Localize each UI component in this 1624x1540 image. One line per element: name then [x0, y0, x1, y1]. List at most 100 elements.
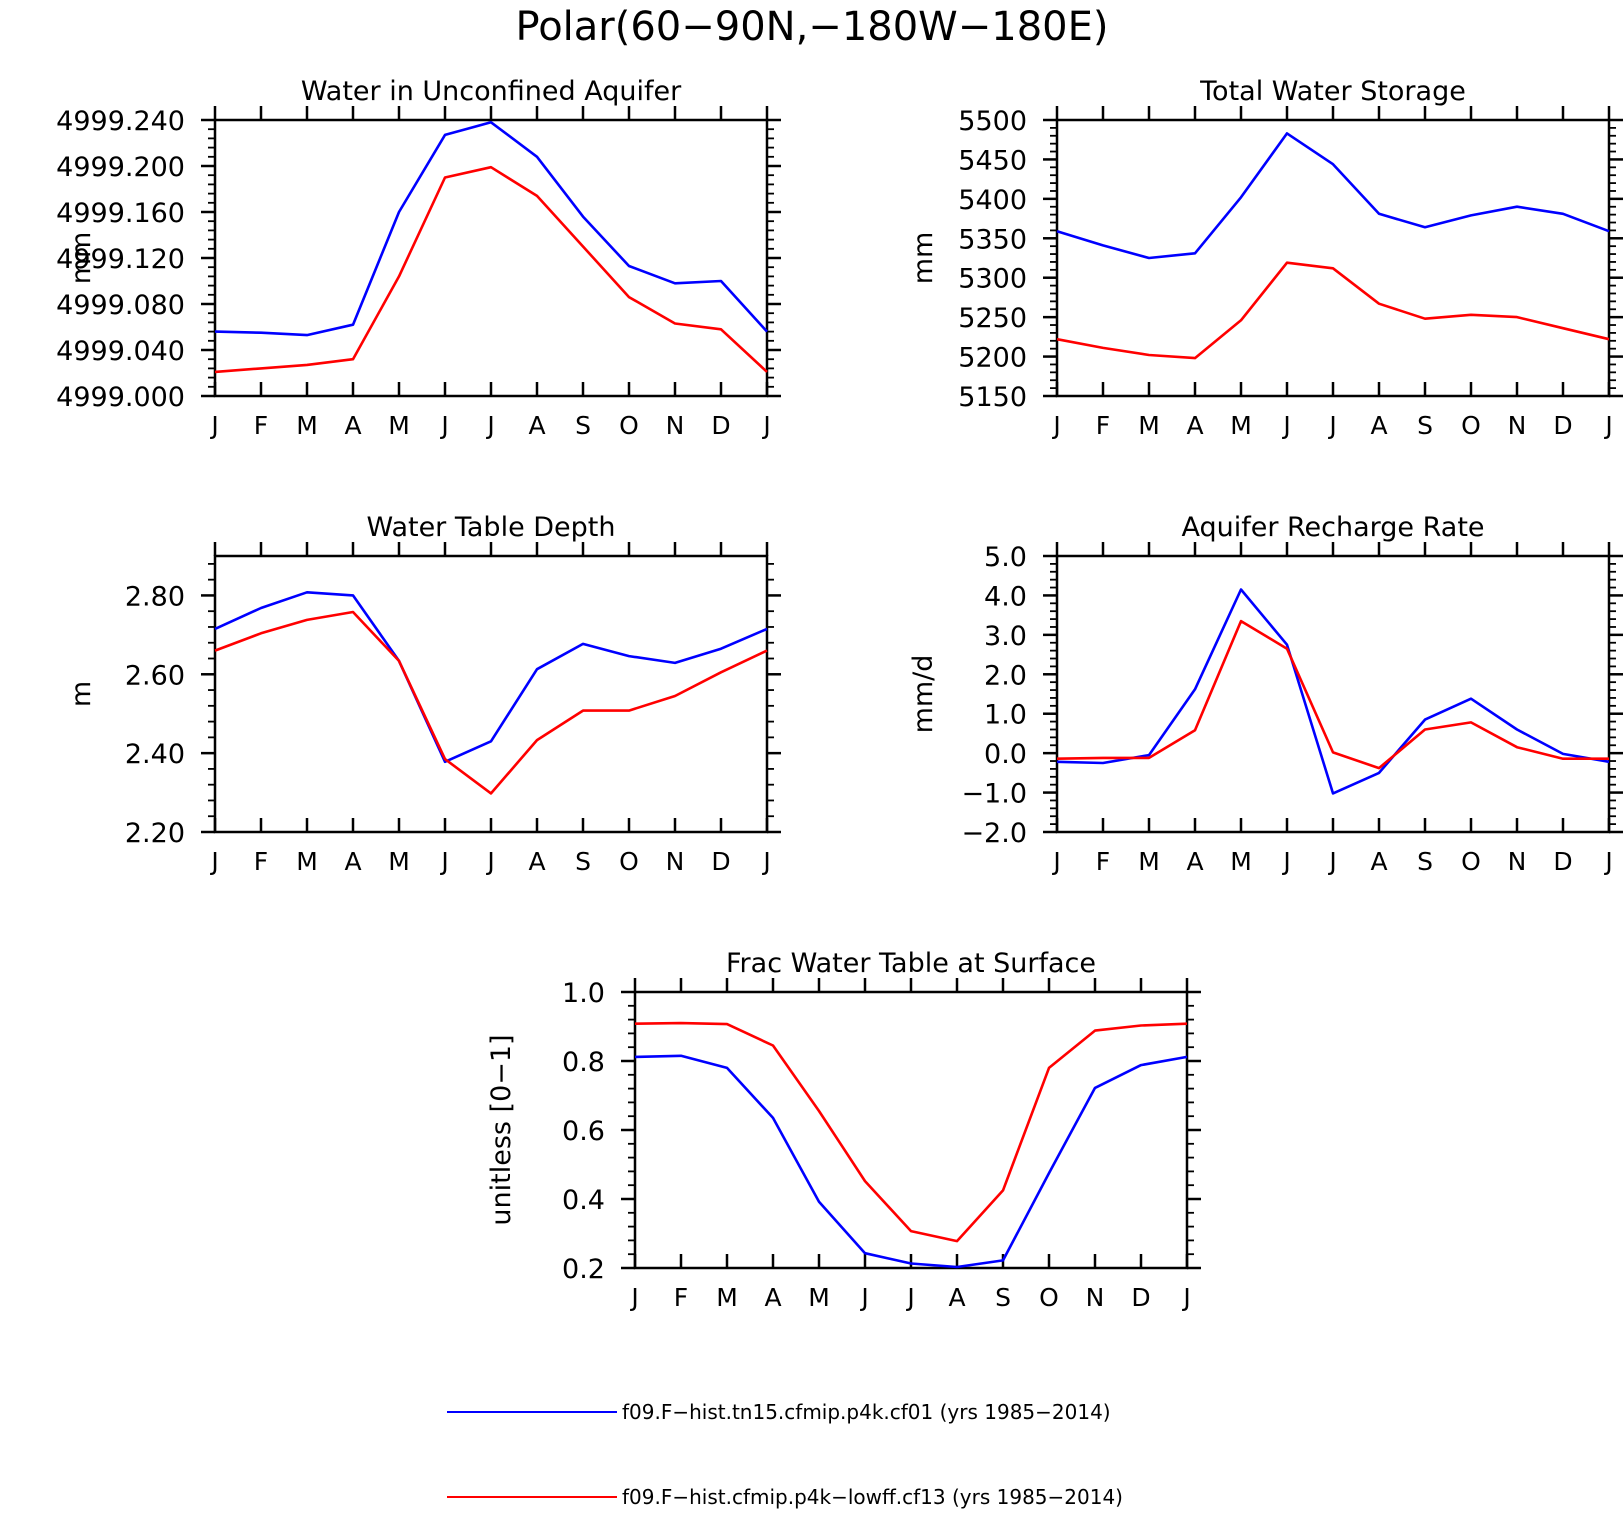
y-axis-label: unitless [0−1]	[486, 1034, 517, 1225]
x-tick-label: J	[1281, 847, 1290, 876]
x-tick-label: J	[1603, 847, 1612, 876]
y-tick-label: 5250	[958, 303, 1027, 334]
x-tick-label: M	[388, 847, 410, 876]
y-axis-label: mm/d	[908, 655, 939, 734]
x-tick-label: F	[1096, 411, 1110, 440]
y-tick-label: 4999.240	[56, 106, 185, 137]
x-tick-label: J	[1051, 411, 1060, 440]
y-tick-label: 2.80	[125, 581, 185, 612]
x-tick-label: A	[948, 1283, 965, 1312]
x-tick-label: J	[761, 847, 770, 876]
x-tick-label: S	[575, 847, 591, 876]
x-tick-label: J	[1603, 411, 1612, 440]
x-tick-label: A	[1370, 411, 1387, 440]
y-tick-label: 4.0	[984, 581, 1027, 612]
x-tick-label: N	[1508, 411, 1527, 440]
x-tick-label: D	[1553, 411, 1572, 440]
x-tick-label: M	[296, 847, 318, 876]
y-tick-label: 2.0	[984, 660, 1027, 691]
x-tick-label: N	[666, 847, 685, 876]
x-tick-label: M	[388, 411, 410, 440]
x-tick-label: D	[711, 411, 730, 440]
x-tick-label: A	[344, 847, 361, 876]
y-tick-label: 0.6	[562, 1116, 605, 1147]
x-tick-label: A	[344, 411, 361, 440]
y-tick-label: 4999.120	[56, 244, 185, 275]
x-tick-label: O	[619, 411, 639, 440]
y-tick-label: 1.0	[984, 700, 1027, 731]
x-tick-label: A	[1186, 411, 1203, 440]
legend-label-series-2: f09.F−hist.cfmip.p4k−lowff.cf13 (yrs 198…	[622, 1485, 1123, 1509]
x-tick-label: N	[1508, 847, 1527, 876]
series-line-1	[214, 121, 768, 337]
x-tick-label: M	[716, 1283, 738, 1312]
series-line-2	[1056, 619, 1609, 770]
x-tick-label: A	[1186, 847, 1203, 876]
x-tick-label: J	[439, 411, 448, 440]
chart-title: Total Water Storage	[1199, 76, 1466, 107]
x-tick-label: S	[575, 411, 591, 440]
x-tick-label: M	[1230, 411, 1252, 440]
chart-title: Aquifer Recharge Rate	[1181, 512, 1484, 543]
y-tick-label: 0.4	[562, 1185, 605, 1216]
y-tick-label: 5450	[958, 145, 1027, 176]
series-line-2	[214, 610, 768, 795]
x-tick-label: J	[761, 411, 770, 440]
plot-frame	[213, 554, 769, 834]
series-line-1	[1056, 132, 1610, 260]
x-tick-label: M	[1230, 847, 1252, 876]
y-tick-label: 5350	[958, 224, 1027, 255]
y-axis-label: mm	[908, 232, 939, 285]
x-tick-label: S	[1417, 411, 1433, 440]
x-tick-label: M	[1138, 411, 1160, 440]
x-tick-label: O	[1039, 1283, 1059, 1312]
x-tick-label: J	[1327, 411, 1336, 440]
x-tick-label: D	[1553, 847, 1572, 876]
x-tick-label: J	[209, 847, 218, 876]
x-tick-label: J	[439, 847, 448, 876]
plot-frame	[633, 990, 1189, 1270]
series-line-1	[1056, 588, 1610, 795]
x-tick-label: N	[666, 411, 685, 440]
chart-title: Water Table Depth	[366, 512, 615, 543]
y-axis-label: mm	[66, 232, 97, 285]
x-tick-label: M	[296, 411, 318, 440]
y-tick-label: 0.8	[562, 1047, 605, 1078]
y-tick-label: 0.0	[984, 739, 1027, 770]
x-tick-label: J	[485, 847, 494, 876]
y-tick-label: 4999.200	[56, 152, 185, 183]
y-tick-label: 4999.160	[56, 198, 185, 229]
y-tick-label: 2.40	[125, 739, 185, 770]
x-tick-label: S	[1417, 847, 1433, 876]
figure-title: Polar(60−90N,−180W−180E)	[516, 4, 1109, 50]
y-tick-label: 3.0	[984, 621, 1027, 652]
x-tick-label: J	[209, 411, 218, 440]
x-tick-label: A	[1370, 847, 1387, 876]
x-tick-label: J	[1181, 1283, 1190, 1312]
series-line-1	[634, 1054, 1188, 1269]
series-line-1	[214, 590, 768, 764]
x-tick-label: J	[1327, 847, 1336, 876]
y-tick-label: 5200	[958, 343, 1027, 374]
x-tick-label: O	[1461, 847, 1481, 876]
y-tick-label: −1.0	[961, 779, 1027, 810]
x-tick-label: F	[1096, 847, 1110, 876]
x-tick-label: J	[859, 1283, 868, 1312]
x-tick-label: F	[254, 411, 268, 440]
x-tick-label: J	[485, 411, 494, 440]
x-tick-label: J	[1281, 411, 1290, 440]
y-tick-label: 4999.000	[56, 382, 185, 413]
y-tick-label: 5500	[958, 106, 1027, 137]
y-tick-label: 5150	[958, 382, 1027, 413]
x-tick-label: A	[764, 1283, 781, 1312]
y-tick-label: 4999.040	[56, 336, 185, 367]
x-tick-label: A	[528, 847, 545, 876]
x-tick-label: M	[808, 1283, 830, 1312]
